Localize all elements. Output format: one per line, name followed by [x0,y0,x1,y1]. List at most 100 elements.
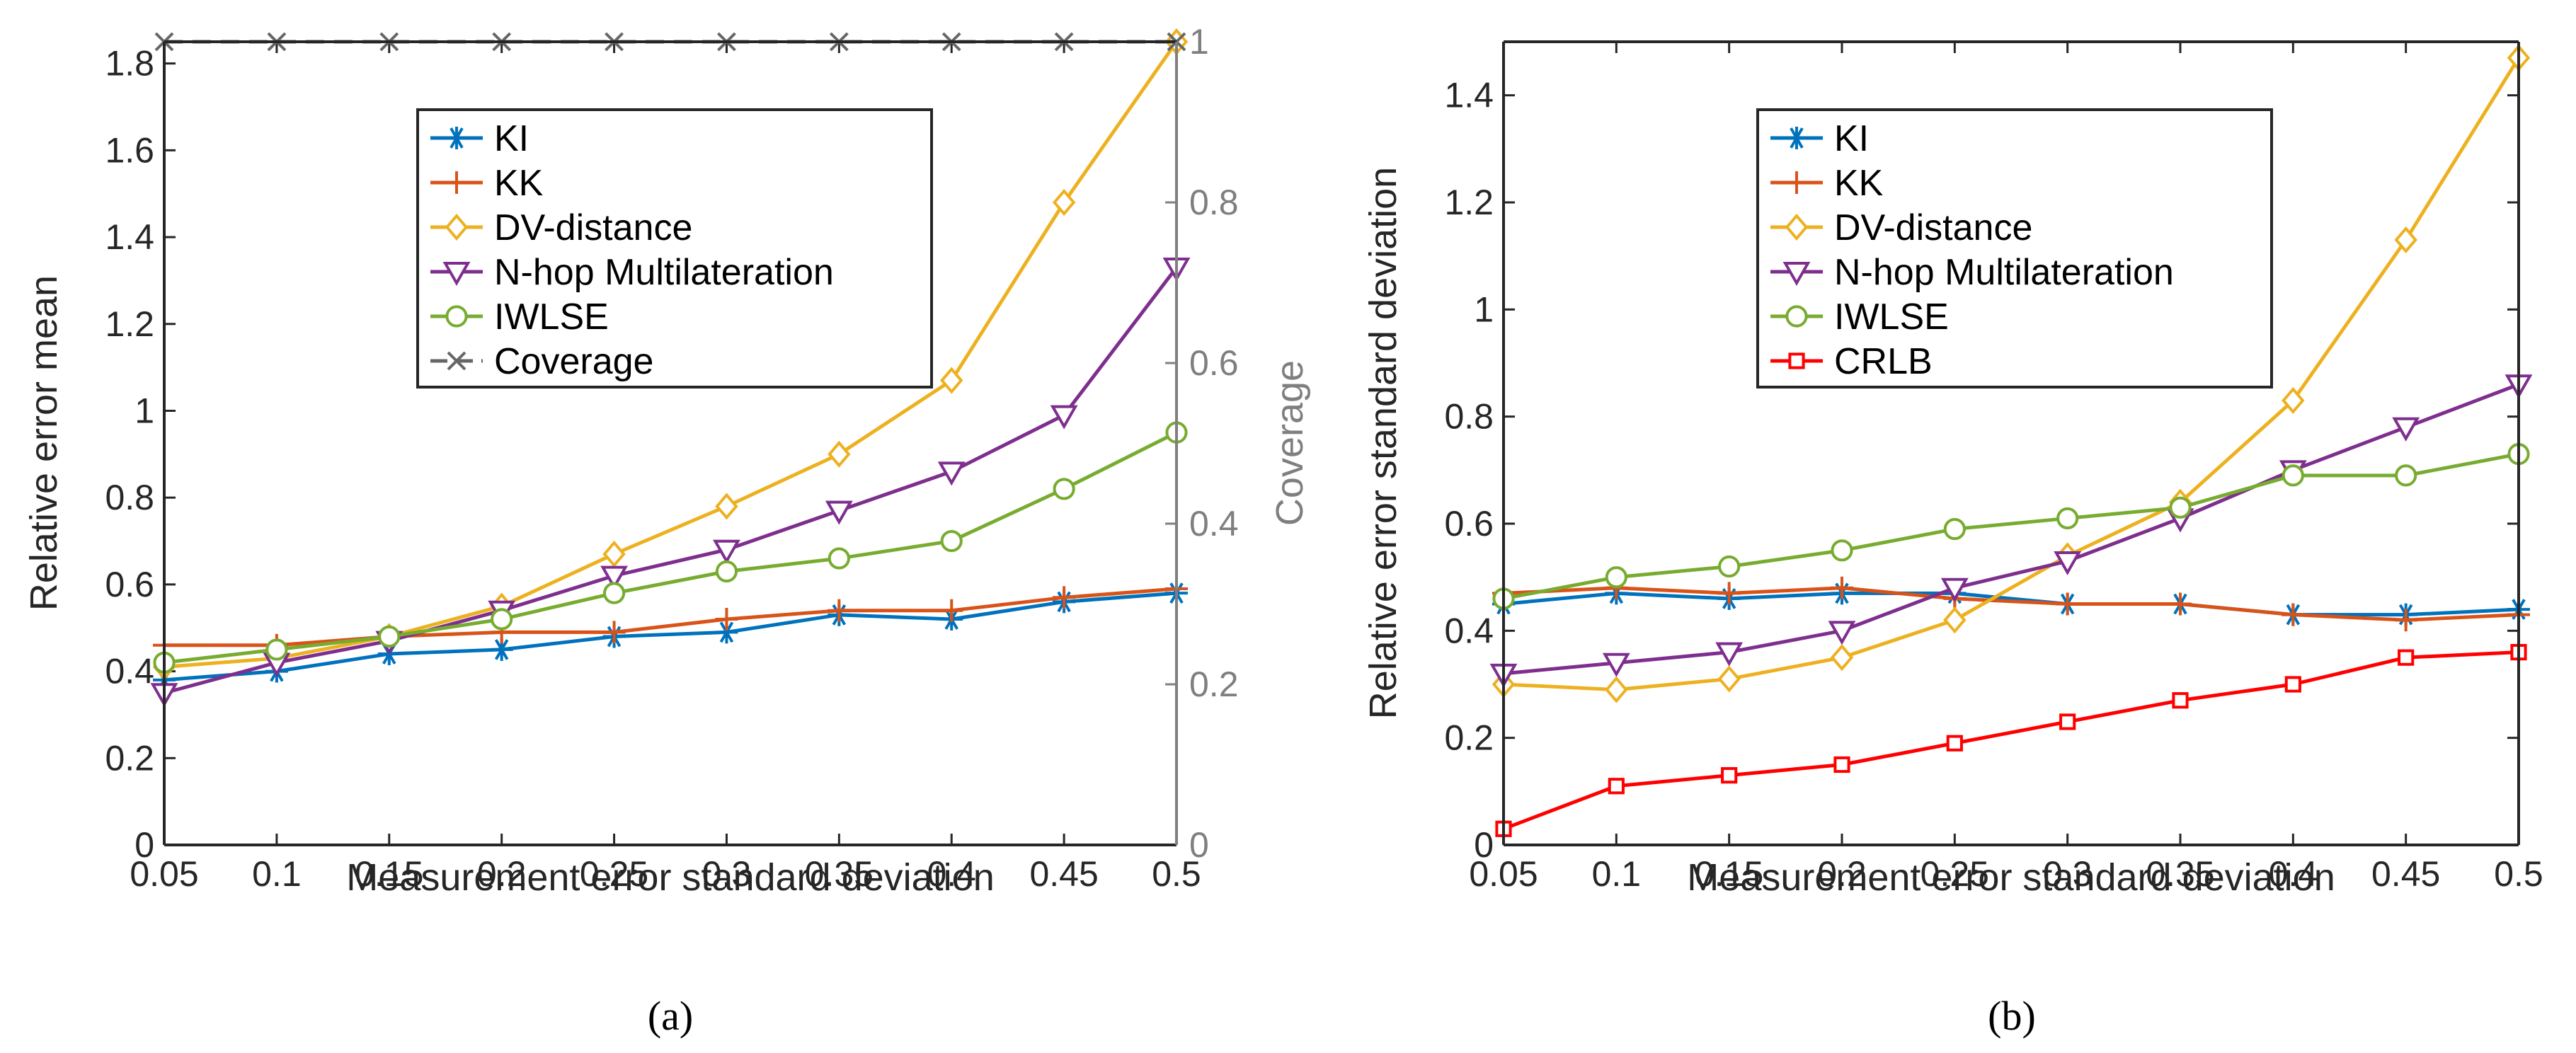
y-tick-label: 0.4 [105,652,154,691]
figure-caption: (a) [648,993,693,1039]
x-tick-label: 0.4 [2269,854,2318,894]
legend-label: KI [494,118,529,159]
data-point [378,625,401,648]
series-line [164,587,1177,648]
legend-marker [1785,127,1808,149]
x-tick-label: 0.3 [702,854,752,894]
y2-tick-label: 0.8 [1189,183,1239,222]
chart-b: 0.05 0.1 0.15 0.2 0.25 0.3 0.35 0.4 0.45 0.5 0 0.2 0… [1362,40,2543,1039]
y-tick-label: 1 [1474,289,1494,329]
data-point [940,529,963,553]
y2-tick-label: 0.2 [1189,664,1239,704]
x-axis-label: Measurement error standard deviation [346,856,994,899]
data-point [2059,713,2076,730]
series-dv-distance [152,28,1189,681]
x-tick-label: 0.1 [252,854,302,894]
legend-label: CRLB [1834,341,1933,382]
data-point [828,599,851,622]
legend-marker [1785,213,1809,241]
legend-marker [1785,305,1808,328]
legend-item: N-hop Multilateration [430,252,834,293]
data-point [2282,464,2304,487]
data-point [1831,576,1853,599]
legend-label: DV-distance [1834,207,2032,248]
x-tick-label: 0.35 [805,854,874,894]
data-point [2398,649,2415,666]
y-axis-label: Relative error mean [23,275,65,611]
legend-label: N-hop Multilateration [1834,252,2174,293]
y2-tick-label: 0.6 [1189,343,1239,383]
y2-tick-label: 0.4 [1189,504,1239,543]
y-axis-label: Relative error standard deviation [1362,167,1404,719]
legend-item: N-hop Multilateration [1770,252,2174,293]
legend-label: KK [1834,163,1884,204]
data-point [602,540,626,568]
y-tick-label: 1.2 [105,304,154,344]
data-point [1602,652,1630,677]
legend-item: DV-distance [430,207,692,248]
legend-item: KI [430,118,529,159]
data-point [828,547,850,570]
series-crlb [1495,644,2527,837]
legend-marker [445,213,469,241]
y-tick-label: 0.6 [105,565,154,604]
y-tick-label: 0.4 [1444,611,1494,650]
y-tick-label: 1 [134,391,154,430]
data-point [2056,592,2079,616]
series-line [164,430,1178,664]
data-point [2054,551,2082,575]
data-point [1831,539,1853,562]
data-point [2282,603,2305,626]
series-line [1503,452,2519,601]
x-tick-label: 0.25 [1920,854,1989,894]
x-tick-label: 0.3 [2043,854,2093,894]
series-line [1503,382,2519,676]
y2-tick-label: 0 [1189,825,1209,865]
legend-marker [1788,352,1805,369]
series-line [1503,586,2519,622]
data-point [1717,665,1741,693]
data-point [828,440,851,468]
data-point [2395,464,2417,487]
y-tick-label: 0 [1474,825,1494,865]
legend-marker [447,351,466,371]
data-point [825,500,853,525]
data-point [1053,478,1075,500]
data-point [602,621,626,644]
data-point [1715,642,1744,667]
legend-marker [1785,171,1808,194]
x-tick-label: 0.15 [355,854,423,894]
data-point [1830,644,1854,672]
legend-item: KI [1770,118,1869,159]
series-line [1503,591,2519,617]
legend-item: KK [1770,163,1884,204]
y2-tick-label: 1 [1189,22,1209,62]
x-tick-label: 0.05 [130,854,198,894]
data-point [939,367,963,394]
x-axis-label: Measurement error standard deviation [1687,856,2335,899]
data-point [937,461,966,486]
y-tick-label: 0.6 [1444,504,1494,543]
x-tick-label: 0.15 [1695,854,1763,894]
data-point [1946,735,1963,752]
data-point [1052,188,1076,217]
legend-item: Coverage [430,341,653,382]
x-tick-label: 0.05 [1469,854,1538,894]
data-point [715,493,738,520]
data-point [715,621,738,644]
legend-marker [1782,262,1811,287]
data-point [1943,517,1966,541]
data-point [1717,582,1741,605]
legend-marker [445,305,468,328]
data-point [1828,621,1856,645]
legend-label: IWLSE [494,297,609,338]
data-point [712,539,740,564]
data-point [2172,692,2189,709]
x-tick-label: 0.35 [2146,854,2214,894]
legend-item: KK [430,163,544,204]
x-tick-label: 0.45 [2371,854,2440,894]
legend-label: KI [1834,118,1869,159]
data-point [2392,417,2420,442]
data-point [1943,606,1967,634]
